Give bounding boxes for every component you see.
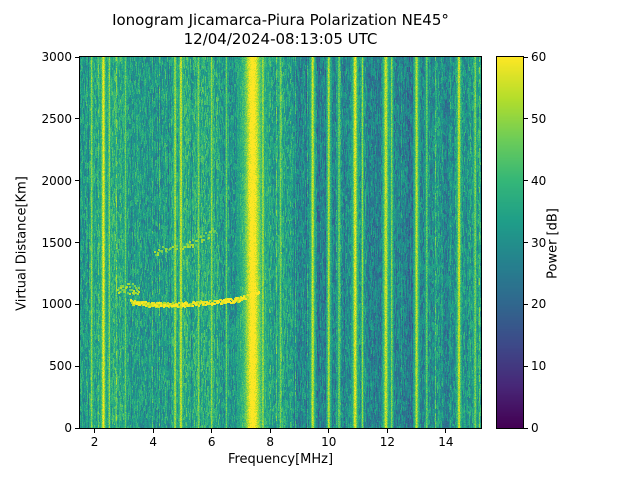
- y-tick: [75, 242, 79, 243]
- colorbar-tick-label: 10: [531, 359, 547, 374]
- colorbar-tick: [524, 118, 528, 120]
- x-tick: [94, 429, 96, 433]
- x-tick-label: 10: [321, 435, 337, 449]
- y-tick: [75, 303, 79, 305]
- y-tick: [75, 365, 79, 367]
- x-tick-label: 2: [90, 435, 99, 449]
- colorbar-tick-label: 60: [531, 50, 547, 64]
- colorbar-tick: [524, 427, 528, 429]
- plot-area: [79, 56, 482, 429]
- x-tick: [386, 429, 388, 433]
- x-tick: [269, 429, 271, 433]
- chart-subtitle: 12/04/2024-08:13:05 UTC: [183, 30, 378, 48]
- x-tick: [328, 429, 330, 433]
- colorbar-tick: [524, 180, 528, 182]
- x-tick: [445, 429, 447, 433]
- colorbar-tick-label: 30: [531, 235, 547, 250]
- y-tick-label: 1500: [41, 235, 72, 250]
- heatmap-canvas: [80, 57, 481, 428]
- y-tick-label: 500: [49, 359, 72, 374]
- y-tick: [75, 180, 79, 182]
- y-tick: [75, 118, 79, 120]
- colorbar: [496, 56, 524, 429]
- y-tick-label: 0: [64, 421, 72, 435]
- x-tick-label: 6: [207, 435, 216, 449]
- y-tick-label: 3000: [41, 50, 72, 64]
- colorbar-tick-label: 40: [531, 173, 547, 188]
- colorbar-tick-label: 20: [531, 297, 547, 312]
- x-tick-label: 4: [149, 435, 157, 449]
- x-tick: [152, 429, 154, 433]
- colorbar-tick: [524, 303, 528, 305]
- x-tick: [211, 429, 213, 433]
- y-tick-label: 2000: [41, 173, 72, 188]
- colorbar-tick: [524, 242, 528, 243]
- colorbar-tick: [524, 56, 528, 58]
- x-tick-label: 12: [379, 435, 395, 449]
- colorbar-tick-label: 50: [531, 111, 547, 126]
- x-tick-label: 8: [266, 435, 275, 449]
- chart-title: Ionogram Jicamarca-Piura Polarization NE…: [112, 11, 449, 29]
- x-axis-label: Frequency[MHz]: [227, 452, 334, 467]
- y-tick: [75, 56, 79, 58]
- colorbar-tick-label: 0: [531, 421, 539, 435]
- y-tick-label: 1000: [41, 297, 72, 312]
- colorbar-tick: [524, 365, 528, 367]
- x-tick-label: 14: [438, 435, 454, 449]
- y-tick-label: 2500: [41, 111, 72, 126]
- y-tick: [75, 427, 79, 429]
- colorbar-canvas: [497, 57, 523, 428]
